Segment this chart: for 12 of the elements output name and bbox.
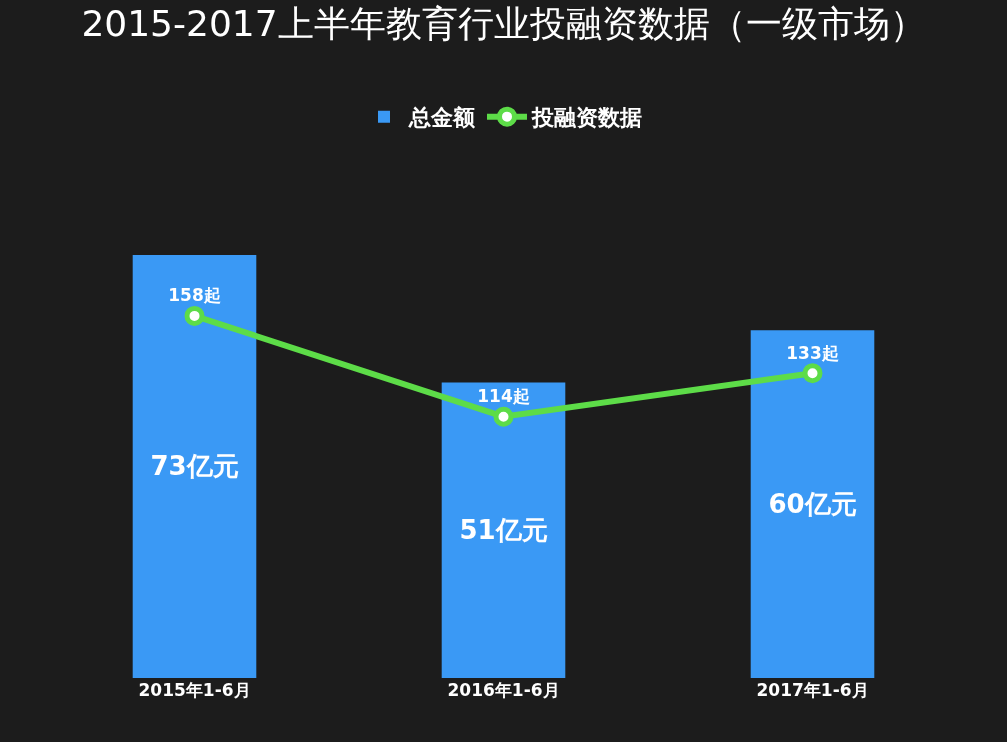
data-label: 60亿元: [768, 489, 857, 520]
x-tick-label: 2016年1-6月: [447, 680, 560, 700]
chart-title: 2015-2017上半年教育行业投融资数据（一级市场）: [81, 3, 926, 45]
data-label: 51亿元: [459, 515, 548, 546]
legend-label: 投融资数据: [531, 105, 642, 131]
data-label: 73亿元: [150, 451, 239, 482]
legend-label: 总金额: [408, 105, 476, 131]
x-tick-label: 2015年1-6月: [138, 680, 251, 700]
data-label: 158起: [168, 285, 221, 306]
data-label: 114起: [477, 386, 530, 407]
x-tick-label: 2017年1-6月: [756, 680, 869, 700]
data-label: 133起: [786, 342, 839, 363]
